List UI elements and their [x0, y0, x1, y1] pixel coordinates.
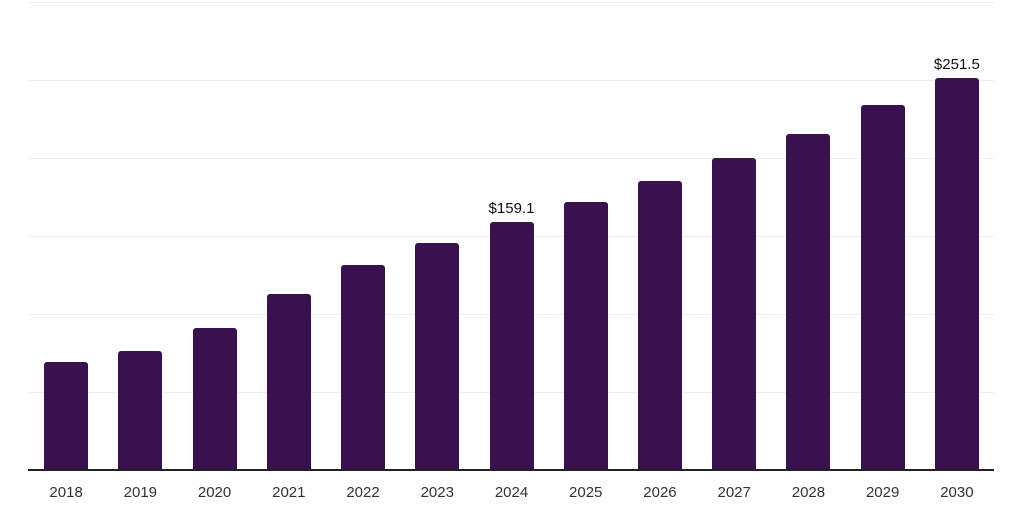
- gridline-250: [29, 80, 994, 81]
- bar-2030: [934, 77, 979, 469]
- data-label-2030: $251.5: [933, 55, 980, 73]
- bar-2018: [44, 361, 89, 469]
- bar-2019: [118, 350, 163, 469]
- x-tick-label-2024: 2024: [494, 484, 529, 501]
- bar-2024: [489, 221, 534, 469]
- x-tick-label-2026: 2026: [643, 484, 677, 501]
- gridline-300: [29, 2, 994, 3]
- x-tick-label-2030: 2030: [940, 484, 974, 501]
- bar-2028: [786, 133, 831, 469]
- bar-2023: [415, 243, 460, 469]
- x-tick-label-2023: 2023: [420, 484, 454, 501]
- x-tick-label-2027: 2027: [717, 484, 751, 501]
- x-tick-label-2028: 2028: [791, 484, 826, 501]
- bar-2026: [637, 180, 682, 469]
- x-tick-label-2020: 2020: [197, 484, 232, 501]
- x-axis-line: [28, 469, 994, 471]
- bar-2022: [341, 265, 386, 469]
- bar-2027: [712, 157, 757, 469]
- bar-2025: [563, 202, 608, 469]
- x-tick-label-2019: 2019: [123, 484, 158, 501]
- x-tick-label-2018: 2018: [49, 484, 83, 501]
- bar-2021: [266, 294, 311, 469]
- bar-2020: [192, 328, 237, 469]
- gridline-200: [29, 158, 994, 159]
- bar-2029: [860, 104, 905, 469]
- data-label-2024: $159.1: [488, 199, 535, 217]
- x-tick-label-2021: 2021: [272, 484, 306, 501]
- x-tick-label-2022: 2022: [346, 484, 380, 501]
- x-tick-label-2025: 2025: [569, 484, 603, 501]
- x-tick-label-2029: 2029: [865, 484, 900, 501]
